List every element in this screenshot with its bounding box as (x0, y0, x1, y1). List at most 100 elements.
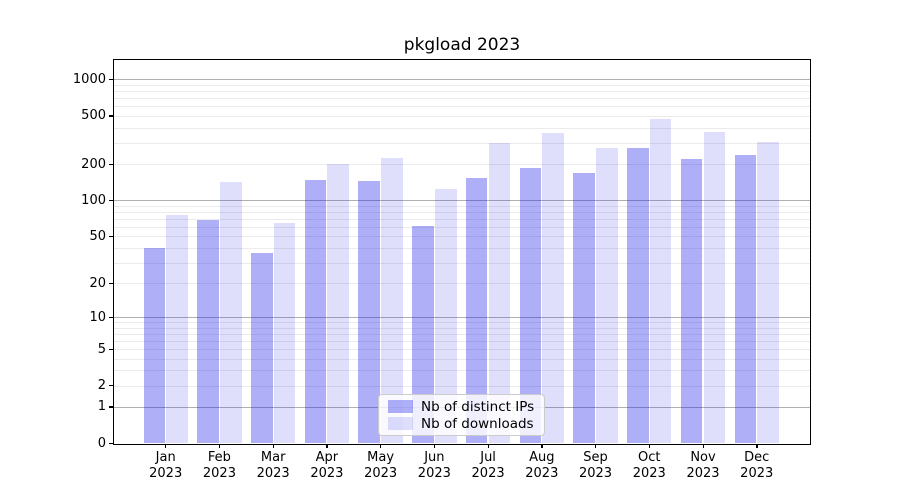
y-tick-label: 1 (97, 399, 106, 415)
gridline-minor (114, 98, 810, 100)
gridline-minor (114, 211, 810, 213)
y-tick-mark (109, 282, 113, 284)
gridline-minor (114, 164, 810, 166)
legend-item-distinct-ips: Nb of distinct IPs (388, 399, 536, 415)
bar-downloads-mar (273, 222, 296, 444)
x-tick-label: Jul 2023 (457, 450, 519, 481)
plot-area (113, 59, 811, 445)
chart-title: pkgload 2023 (403, 35, 521, 55)
y-tick-mark (109, 406, 113, 408)
x-tick-mark (218, 444, 221, 448)
bar-downloads-jul (488, 143, 511, 444)
x-tick-month: Oct (638, 450, 661, 465)
gridline-minor (114, 349, 810, 351)
x-tick-month: Jun (424, 450, 445, 465)
legend-item-downloads: Nb of downloads (388, 416, 536, 432)
x-tick-label: Mar 2023 (242, 450, 304, 481)
x-tick-mark (326, 444, 328, 448)
legend-label-downloads: Nb of downloads (421, 415, 534, 432)
bar-distinct-ips-may (358, 180, 380, 444)
bar-downloads-jun (434, 189, 457, 444)
x-tick-mark (433, 444, 436, 448)
x-tick-label: Jan 2023 (135, 450, 197, 481)
y-tick-label: 1000 (72, 71, 106, 87)
y-tick-mark (109, 115, 113, 117)
y-tick-mark (109, 78, 113, 81)
bar-downloads-apr (327, 164, 350, 444)
x-tick-year: 2023 (471, 465, 505, 481)
y-tick-label: 500 (81, 108, 106, 124)
gridline-minor (114, 283, 810, 285)
gridline-minor (114, 262, 810, 264)
x-tick-label: Apr 2023 (296, 450, 358, 481)
y-tick-mark (109, 163, 113, 165)
x-tick-mark (272, 444, 274, 448)
gridline-minor (114, 358, 810, 360)
bar-distinct-ips-dec (734, 155, 757, 444)
gridline-minor (114, 84, 810, 86)
gridline-minor (114, 205, 810, 207)
legend: Nb of distinct IPs Nb of downloads (378, 394, 545, 436)
bar-distinct-ips-jan (143, 247, 166, 444)
x-tick-month: Nov (690, 450, 716, 465)
x-tick-year: 2023 (310, 465, 344, 481)
bar-distinct-ips-nov (680, 159, 703, 444)
x-tick-year: 2023 (202, 465, 236, 481)
bar-downloads-sep (596, 148, 618, 444)
bar-downloads-aug (542, 132, 564, 444)
gridline-major (114, 79, 810, 81)
y-tick-mark (109, 348, 113, 350)
gridline-minor (114, 236, 810, 238)
y-tick-label: 10 (89, 309, 106, 325)
gridline-minor (114, 322, 810, 324)
x-tick-mark (165, 444, 167, 448)
x-tick-month: Mar (260, 450, 286, 465)
x-tick-year: 2023 (364, 465, 398, 481)
x-tick-month: Feb (207, 450, 231, 465)
gridline-minor (114, 106, 810, 108)
legend-swatch-downloads (388, 417, 413, 430)
x-tick-month: Jul (480, 450, 496, 465)
bar-downloads-may (381, 158, 403, 444)
x-tick-month: Sep (583, 450, 608, 465)
bar-distinct-ips-oct (627, 148, 649, 444)
x-tick-label: Nov 2023 (672, 450, 734, 481)
x-tick-label: Sep 2023 (565, 450, 627, 481)
gridline-minor (114, 370, 810, 372)
x-tick-year: 2023 (578, 465, 613, 481)
y-tick-label: 200 (81, 156, 106, 172)
bar-distinct-ips-sep (573, 173, 595, 444)
gridline-major (114, 317, 810, 319)
y-tick-mark (109, 443, 113, 445)
bar-distinct-ips-apr (304, 179, 327, 444)
bar-distinct-ips-aug (519, 168, 542, 444)
x-tick-year: 2023 (525, 465, 559, 481)
x-tick-year: 2023 (632, 465, 666, 481)
x-tick-mark (541, 444, 543, 448)
x-tick-year: 2023 (149, 465, 183, 481)
x-tick-label: Dec 2023 (726, 450, 788, 481)
x-tick-month: Aug (529, 450, 555, 465)
gridline-minor (114, 127, 810, 129)
bar-distinct-ips-jul (465, 177, 488, 444)
x-tick-label: Jun 2023 (403, 450, 465, 481)
x-tick-label: May 2023 (350, 450, 412, 481)
gridline-minor (114, 91, 810, 93)
bar-distinct-ips-feb (197, 219, 219, 444)
bar-distinct-ips-jun (412, 226, 434, 444)
gridline-minor (114, 226, 810, 228)
bar-downloads-jan (166, 215, 188, 444)
x-tick-month: Jan (155, 450, 176, 465)
gridline-minor (114, 340, 810, 342)
x-tick-mark (487, 444, 489, 448)
gridline-minor (114, 385, 810, 387)
x-tick-month: Apr (315, 450, 339, 465)
x-tick-mark (380, 444, 382, 448)
x-tick-label: Aug 2023 (511, 450, 573, 481)
y-tick-label: 2 (97, 378, 106, 394)
x-tick-year: 2023 (256, 465, 290, 481)
y-tick-mark (109, 316, 113, 318)
gridline-minor (114, 142, 810, 144)
gridline-minor (114, 218, 810, 220)
legend-label-distinct-ips: Nb of distinct IPs (421, 398, 535, 415)
